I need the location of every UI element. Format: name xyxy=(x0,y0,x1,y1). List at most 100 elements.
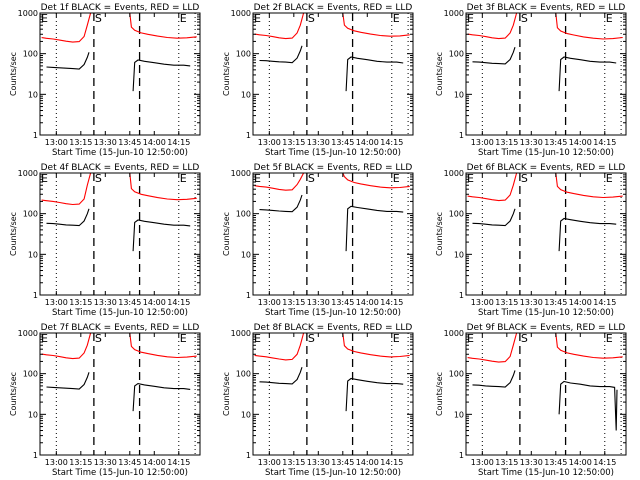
segment-marker-label: E xyxy=(467,332,474,345)
segment-marker-label: E xyxy=(254,332,261,345)
x-tick-label: 14:15 xyxy=(593,458,616,467)
lld-series-line xyxy=(41,173,92,206)
y-axis-label: Counts/sec xyxy=(222,212,231,256)
x-tick-label: 13:15 xyxy=(495,298,518,307)
plot-frame xyxy=(39,332,201,456)
x-tick-label: 14:15 xyxy=(593,298,616,307)
lld-series-line xyxy=(555,13,623,40)
panel-title: Det 2f BLACK = Events, RED = LLD xyxy=(254,3,413,13)
y-axis-label: Counts/sec xyxy=(435,372,444,416)
events-series-line xyxy=(46,208,90,227)
panel-title: Det 8f BLACK = Events, RED = LLD xyxy=(254,323,413,333)
segment-marker-label: E xyxy=(393,12,400,25)
segment-marker-label: S xyxy=(95,332,102,345)
plot-frame xyxy=(252,12,414,136)
lld-series-line xyxy=(342,333,410,358)
y-axis-label: Counts/sec xyxy=(222,372,231,416)
x-tick-label: 13:45 xyxy=(331,298,354,307)
x-tick-label: 13:45 xyxy=(331,138,354,147)
x-axis-label: Start Time (15-Jun-10 12:50:00) xyxy=(52,148,188,158)
y-tick-label: 10 xyxy=(28,90,38,99)
x-tick-label: 14:00 xyxy=(143,298,166,307)
lld-series-line xyxy=(555,333,623,359)
events-series-line xyxy=(472,47,516,65)
x-tick-label: 13:00 xyxy=(471,138,494,147)
segment-marker-label: S xyxy=(308,12,315,25)
panel-title: Det 4f BLACK = Events, RED = LLD xyxy=(41,163,200,173)
x-tick-label: 14:15 xyxy=(593,138,616,147)
x-tick-label: 14:00 xyxy=(569,298,592,307)
y-tick-label: 1 xyxy=(459,451,464,460)
segment-marker-label: S xyxy=(308,332,315,345)
x-tick-label: 14:15 xyxy=(167,458,190,467)
y-tick-label: 1000 xyxy=(231,169,251,178)
segment-marker-label: E xyxy=(254,172,261,185)
y-tick-label: 1 xyxy=(246,131,251,140)
x-axis-label: Start Time (15-Jun-10 12:50:00) xyxy=(478,148,614,158)
segment-marker-label: E xyxy=(254,12,261,25)
segment-marker-label: E xyxy=(41,172,48,185)
plot-frame xyxy=(465,12,627,136)
x-tick-label: 13:30 xyxy=(520,138,543,147)
x-tick-label: 13:45 xyxy=(331,458,354,467)
y-tick-label: 1 xyxy=(246,291,251,300)
x-tick-label: 13:00 xyxy=(258,138,281,147)
lld-series-line xyxy=(342,13,410,37)
y-tick-label: 1000 xyxy=(18,169,38,178)
x-tick-label: 13:00 xyxy=(471,458,494,467)
x-tick-label: 14:00 xyxy=(569,138,592,147)
events-series-line xyxy=(132,59,191,92)
x-tick-label: 13:45 xyxy=(118,458,141,467)
panel-title: Det 6f BLACK = Events, RED = LLD xyxy=(467,163,626,173)
y-tick-label: 100 xyxy=(236,210,251,219)
plot-frame xyxy=(39,172,201,296)
x-axis-label: Start Time (15-Jun-10 12:50:00) xyxy=(478,468,614,478)
x-tick-label: 13:15 xyxy=(69,458,92,467)
x-tick-label: 13:00 xyxy=(45,458,68,467)
y-tick-label: 10 xyxy=(454,90,464,99)
events-series-line xyxy=(472,370,516,388)
plot-frame xyxy=(465,172,627,296)
x-tick-label: 13:00 xyxy=(258,458,281,467)
x-tick-label: 14:00 xyxy=(356,138,379,147)
y-tick-label: 1 xyxy=(33,451,38,460)
x-tick-label: 13:30 xyxy=(520,458,543,467)
plot-frame xyxy=(252,332,414,456)
y-tick-label: 1000 xyxy=(18,329,38,338)
x-tick-label: 14:15 xyxy=(380,298,403,307)
x-tick-label: 13:15 xyxy=(282,298,305,307)
lld-series-line xyxy=(467,333,518,363)
segment-marker-label: S xyxy=(521,172,528,185)
panel-title: Det 9f BLACK = Events, RED = LLD xyxy=(467,323,626,333)
x-axis-label: Start Time (15-Jun-10 12:50:00) xyxy=(478,308,614,318)
x-tick-label: 14:00 xyxy=(143,138,166,147)
y-tick-label: 1 xyxy=(33,131,38,140)
segment-marker-label: E xyxy=(393,332,400,345)
segment-marker-label: E xyxy=(180,12,187,25)
events-series-line xyxy=(46,372,90,390)
x-tick-label: 13:15 xyxy=(69,298,92,307)
x-axis-label: Start Time (15-Jun-10 12:50:00) xyxy=(52,468,188,478)
x-tick-label: 14:15 xyxy=(380,138,403,147)
segment-marker-label: S xyxy=(308,172,315,185)
x-tick-label: 14:00 xyxy=(356,458,379,467)
y-tick-label: 1 xyxy=(459,131,464,140)
x-tick-label: 13:45 xyxy=(118,298,141,307)
segment-marker-label: E xyxy=(41,332,48,345)
y-tick-label: 1000 xyxy=(444,329,464,338)
y-tick-label: 100 xyxy=(449,210,464,219)
lld-series-line xyxy=(41,333,92,360)
x-tick-label: 13:15 xyxy=(282,458,305,467)
y-tick-label: 1000 xyxy=(231,329,251,338)
events-series-line xyxy=(132,219,191,252)
segment-marker-label: E xyxy=(606,332,613,345)
segment-marker-label: S xyxy=(95,172,102,185)
x-tick-label: 13:45 xyxy=(544,458,567,467)
segment-marker-label: E xyxy=(467,172,474,185)
panel-title: Det 7f BLACK = Events, RED = LLD xyxy=(41,323,200,333)
